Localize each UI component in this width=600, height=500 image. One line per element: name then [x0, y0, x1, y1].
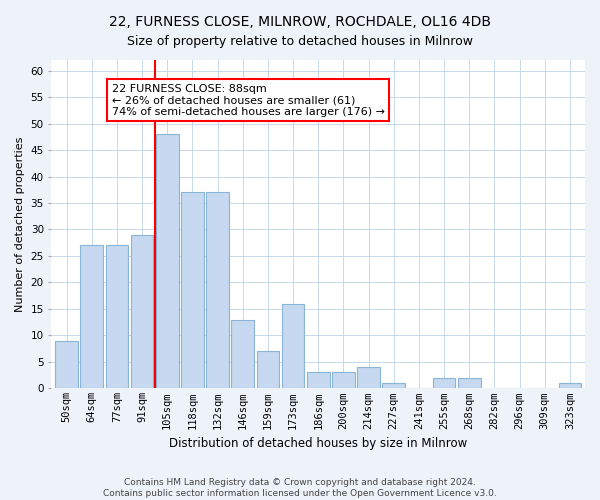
Bar — [55, 340, 78, 388]
Y-axis label: Number of detached properties: Number of detached properties — [15, 136, 25, 312]
Bar — [106, 246, 128, 388]
Text: Size of property relative to detached houses in Milnrow: Size of property relative to detached ho… — [127, 35, 473, 48]
Bar — [382, 383, 405, 388]
Bar — [357, 367, 380, 388]
Bar — [232, 320, 254, 388]
Bar — [156, 134, 179, 388]
Bar — [307, 372, 329, 388]
Bar — [257, 352, 279, 389]
Bar — [282, 304, 304, 388]
X-axis label: Distribution of detached houses by size in Milnrow: Distribution of detached houses by size … — [169, 437, 467, 450]
Text: 22, FURNESS CLOSE, MILNROW, ROCHDALE, OL16 4DB: 22, FURNESS CLOSE, MILNROW, ROCHDALE, OL… — [109, 15, 491, 29]
Bar — [433, 378, 455, 388]
Bar — [80, 246, 103, 388]
Bar — [559, 383, 581, 388]
Bar — [206, 192, 229, 388]
Bar — [458, 378, 481, 388]
Bar — [131, 235, 154, 388]
Bar — [332, 372, 355, 388]
Text: Contains HM Land Registry data © Crown copyright and database right 2024.
Contai: Contains HM Land Registry data © Crown c… — [103, 478, 497, 498]
Text: 22 FURNESS CLOSE: 88sqm
← 26% of detached houses are smaller (61)
74% of semi-de: 22 FURNESS CLOSE: 88sqm ← 26% of detache… — [112, 84, 385, 117]
Bar — [181, 192, 204, 388]
